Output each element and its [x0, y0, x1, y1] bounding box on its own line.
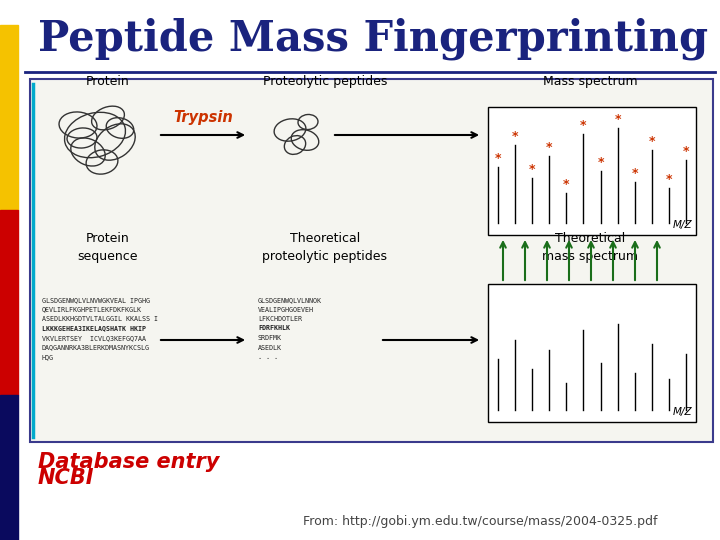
Text: *: * — [649, 134, 655, 147]
Text: *: * — [598, 156, 604, 169]
Text: Database entry: Database entry — [38, 452, 220, 472]
Text: *: * — [580, 119, 587, 132]
Text: NCBI: NCBI — [38, 468, 94, 488]
Text: From: http://gobi.ym.edu.tw/course/mass/2004-0325.pdf: From: http://gobi.ym.edu.tw/course/mass/… — [302, 515, 657, 528]
Text: LFKCHDOTLER: LFKCHDOTLER — [258, 316, 302, 322]
Text: ASEDLKKHGDTVLTALGGIL KKALSS I: ASEDLKKHGDTVLTALGGIL KKALSS I — [42, 316, 158, 322]
Text: Proteolytic peptides: Proteolytic peptides — [263, 75, 387, 88]
Text: DAQGANNRKA3BLERKDMASNYKCSLG: DAQGANNRKA3BLERKDMASNYKCSLG — [42, 345, 150, 350]
Text: *: * — [614, 113, 621, 126]
Text: Protein: Protein — [86, 75, 130, 88]
Text: Theoretical
proteolytic peptides: Theoretical proteolytic peptides — [263, 232, 387, 263]
Text: Protein
sequence: Protein sequence — [78, 232, 138, 263]
Text: SRDFMK: SRDFMK — [258, 335, 282, 341]
Text: Peptide Mass Fingerprinting - PMF: Peptide Mass Fingerprinting - PMF — [38, 18, 720, 60]
Text: *: * — [631, 167, 638, 180]
Text: HQG: HQG — [42, 354, 54, 360]
Text: ASEDLK: ASEDLK — [258, 345, 282, 350]
Text: *: * — [666, 173, 672, 186]
Text: *: * — [495, 152, 501, 165]
Bar — [0, 210, 18, 395]
Bar — [0, 395, 18, 540]
Text: GLSDGENWQLVLNNOK: GLSDGENWQLVLNNOK — [258, 297, 322, 303]
Text: *: * — [563, 178, 570, 191]
Text: QEVLIRLFKGHPETLEKFDKFKGLK: QEVLIRLFKGHPETLEKFDKFKGLK — [42, 307, 142, 313]
Text: GLSDGENWQLVLNVWGKVEAL IPGHG: GLSDGENWQLVLNVWGKVEAL IPGHG — [42, 297, 150, 303]
Text: *: * — [683, 145, 689, 158]
Text: Theoretical
mass spectrum: Theoretical mass spectrum — [542, 232, 638, 263]
Text: *: * — [529, 163, 536, 176]
Bar — [0, 25, 18, 210]
Text: VEALIPGHGOEVEH: VEALIPGHGOEVEH — [258, 307, 314, 313]
Bar — [30, 79, 713, 442]
Bar — [488, 107, 696, 235]
Text: LKKKGEHEA3IKELAQSHATK HKIP: LKKKGEHEA3IKELAQSHATK HKIP — [42, 326, 146, 332]
Text: *: * — [512, 130, 518, 143]
Text: Mass spectrum: Mass spectrum — [543, 75, 637, 88]
Text: . . .: . . . — [258, 354, 278, 360]
Text: FDRFKHLK: FDRFKHLK — [258, 326, 290, 332]
Text: M/Z: M/Z — [672, 407, 692, 417]
Text: M/Z: M/Z — [672, 220, 692, 230]
Text: VKVLERTSEY  ICVLQ3KEFGQ7AA: VKVLERTSEY ICVLQ3KEFGQ7AA — [42, 335, 146, 341]
Text: Trypsin: Trypsin — [173, 110, 233, 125]
Bar — [488, 284, 696, 422]
Text: *: * — [546, 141, 552, 154]
